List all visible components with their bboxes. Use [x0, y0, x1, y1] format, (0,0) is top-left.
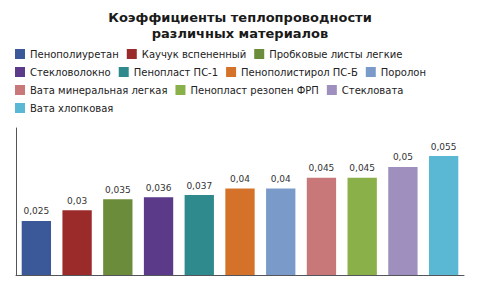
svg-text:Пенополистирол ПС-Б: Пенополистирол ПС-Б	[241, 67, 358, 78]
svg-text:Каучук вспененный: Каучук вспененный	[142, 49, 246, 60]
svg-text:Вата минеральная легкая: Вата минеральная легкая	[30, 85, 167, 96]
svg-text:0,045: 0,045	[309, 163, 335, 173]
svg-text:0,036: 0,036	[146, 183, 172, 193]
svg-text:Поролон: Поролон	[381, 67, 426, 78]
svg-text:0,025: 0,025	[23, 206, 49, 216]
svg-text:0,055: 0,055	[431, 142, 457, 152]
svg-text:0,04: 0,04	[230, 174, 250, 184]
svg-text:Стекловата: Стекловата	[342, 85, 403, 96]
svg-text:0,03: 0,03	[67, 196, 87, 206]
svg-text:Вата хлопковая: Вата хлопковая	[30, 103, 113, 114]
svg-text:Пенопласт ПС-1: Пенопласт ПС-1	[134, 67, 218, 78]
svg-text:0,035: 0,035	[105, 185, 131, 195]
svg-text:Стекловолокно: Стекловолокно	[30, 67, 111, 78]
svg-text:Пенополиуретан: Пенополиуретан	[30, 49, 119, 60]
svg-text:Коэффициенты теплопроводности: Коэффициенты теплопроводности	[108, 10, 371, 25]
svg-text:различных материалов: различных материалов	[152, 26, 328, 41]
svg-text:0,04: 0,04	[271, 174, 291, 184]
svg-text:0,037: 0,037	[186, 181, 212, 191]
svg-text:0,045: 0,045	[349, 163, 375, 173]
svg-text:0,05: 0,05	[393, 152, 413, 162]
svg-text:Пенопласт резопен ФРП: Пенопласт резопен ФРП	[190, 85, 318, 96]
svg-text:Пробковые листы легкие: Пробковые листы легкие	[269, 49, 402, 60]
